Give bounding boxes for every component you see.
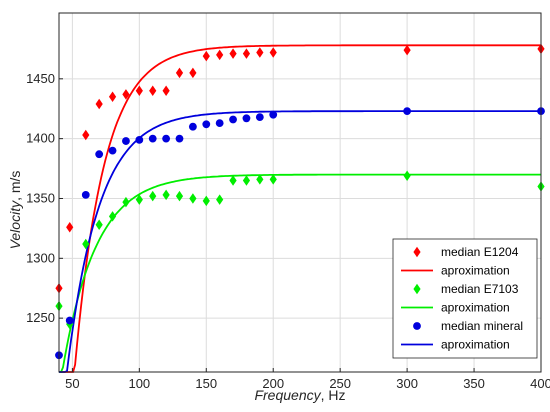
y-tick-label: 1300	[26, 250, 55, 265]
y-tick-label: 1400	[26, 131, 55, 146]
data-point	[175, 67, 184, 79]
data-point	[95, 98, 103, 110]
data-point	[255, 113, 264, 122]
approximation-curve	[59, 173, 541, 373]
data-point	[95, 150, 104, 159]
legend-label: median E7103	[441, 282, 519, 296]
legend-label: aproximation	[441, 301, 510, 315]
data-point	[403, 170, 411, 181]
y-axis-label-unit: , m/s	[7, 171, 23, 201]
legend-marker-swatch	[413, 246, 421, 258]
data-point	[82, 238, 90, 250]
data-point	[202, 120, 211, 129]
x-tick-label: 400	[530, 376, 550, 391]
data-point	[81, 190, 90, 199]
legend-box	[392, 238, 538, 359]
legend-marker-swatch	[413, 322, 421, 330]
x-tick-label: 150	[195, 376, 217, 391]
data-point	[122, 137, 130, 145]
data-point	[189, 193, 197, 204]
data-point	[256, 174, 264, 185]
x-tick-label: 250	[329, 376, 351, 391]
data-point	[202, 50, 210, 62]
x-axis-label: Frequency, Hz	[254, 387, 345, 403]
y-tick-labels: 1250 1300 1350 1400 1450	[26, 71, 63, 325]
data-point	[202, 195, 210, 207]
data-point	[229, 115, 237, 124]
data-point	[242, 48, 251, 59]
data-point	[95, 219, 103, 231]
data-point	[82, 129, 90, 141]
y-axis-label: Velocity, m/s	[7, 171, 23, 250]
data-point	[216, 49, 224, 61]
data-point	[175, 134, 184, 143]
legend-marker-swatch	[413, 283, 421, 295]
data-point	[189, 67, 197, 79]
data-point	[229, 175, 237, 186]
x-axis-label-unit: , Hz	[321, 387, 346, 403]
approximation-curve	[59, 44, 541, 373]
legend-label: aproximation	[441, 264, 510, 278]
plot-frame	[58, 12, 542, 373]
data-point	[269, 47, 277, 58]
data-point	[135, 85, 143, 97]
data-point	[242, 114, 251, 123]
x-tick-labels: 50 100 150 200 250 300 350 400	[65, 368, 550, 391]
data-point	[162, 189, 170, 201]
legend-label: median E1204	[441, 245, 519, 259]
data-point	[216, 194, 224, 205]
legend-label: median mineral	[441, 319, 523, 333]
data-point	[66, 221, 74, 233]
data-point	[149, 85, 157, 97]
data-point	[108, 211, 117, 222]
data-point	[148, 134, 157, 143]
data-point	[149, 190, 157, 202]
x-axis-label-name: Frequency	[254, 387, 321, 403]
y-tick-label: 1250	[26, 310, 55, 325]
data-point	[242, 175, 251, 186]
data-point	[122, 196, 130, 208]
data-point	[135, 135, 144, 144]
data-point	[108, 91, 117, 103]
legend-label: aproximation	[441, 338, 510, 352]
x-tick-label: 200	[262, 376, 284, 391]
y-tick-label: 1350	[26, 190, 55, 205]
data-point	[229, 48, 237, 59]
data-point	[403, 44, 411, 56]
data-point	[269, 174, 277, 185]
data-point	[215, 119, 224, 127]
data-point	[135, 194, 143, 205]
data-point	[162, 85, 170, 97]
legend: median E1204 aproximation median E7103 apro…	[392, 238, 538, 359]
data-points	[55, 43, 545, 360]
data-point	[162, 134, 171, 143]
data-point	[175, 190, 184, 202]
x-tick-label: 300	[396, 376, 418, 391]
x-tick-label: 50	[65, 376, 79, 391]
data-point	[188, 122, 197, 131]
data-point	[122, 89, 130, 100]
data-point	[108, 146, 117, 155]
data-point	[256, 47, 264, 58]
data-point	[65, 316, 74, 325]
data-point	[269, 110, 278, 119]
x-tick-label: 350	[463, 376, 485, 391]
y-axis-label-name: Velocity	[7, 200, 23, 250]
plot-border	[58, 12, 542, 373]
x-tick-label: 100	[128, 376, 150, 391]
data-point	[403, 107, 412, 116]
y-tick-label: 1450	[26, 71, 55, 86]
